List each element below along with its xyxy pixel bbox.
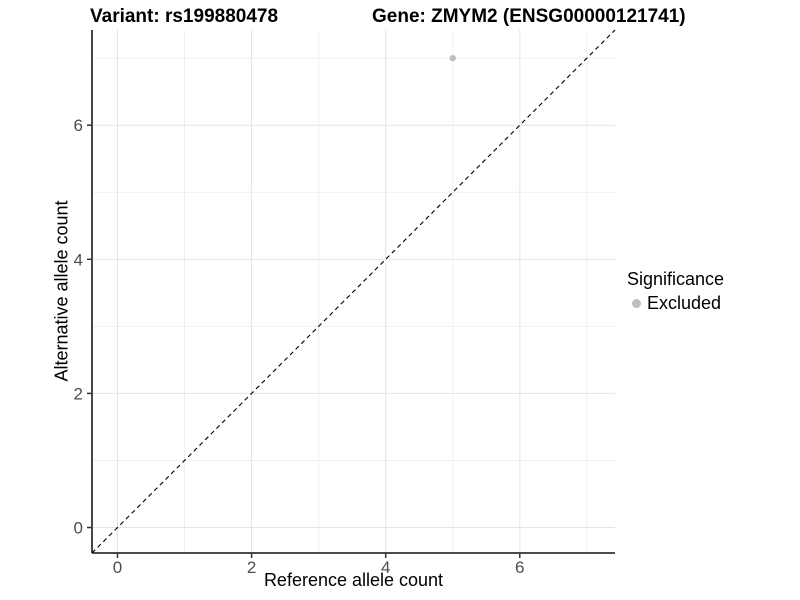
y-axis-title: Alternative allele count — [51, 200, 72, 382]
gene-title: Gene: ZMYM2 (ENSG00000121741) — [372, 6, 686, 27]
legend-items: Excluded — [627, 293, 724, 314]
y-tick-label: 2 — [74, 384, 83, 403]
legend: Significance Excluded — [627, 269, 724, 314]
x-tick-label: 0 — [113, 558, 122, 577]
x-tick-label: 4 — [381, 558, 390, 577]
data-point — [449, 54, 456, 62]
variant-title: Variant: rs199880478 — [90, 6, 279, 27]
legend-item-label: Excluded — [647, 293, 722, 313]
y-tick-label: 4 — [74, 250, 83, 269]
legend-title: Significance — [627, 269, 725, 289]
x-tick-label: 2 — [247, 558, 256, 577]
y-tick-label: 6 — [74, 116, 83, 135]
y-tick-label: 0 — [74, 519, 83, 538]
identity-line — [91, 29, 616, 554]
x-tick-label: 6 — [515, 558, 524, 577]
x-axis-title: Reference allele count — [263, 570, 444, 590]
legend-item: Excluded — [632, 293, 724, 314]
legend-marker-circle-icon — [632, 299, 641, 308]
